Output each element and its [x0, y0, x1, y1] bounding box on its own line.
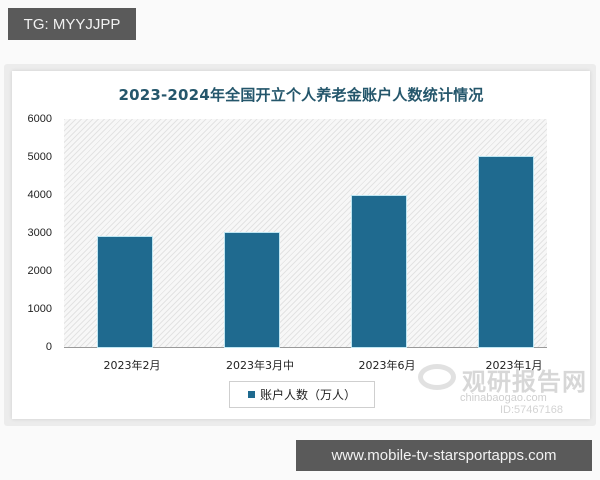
- x-label-0: 2023年2月: [103, 359, 161, 372]
- y-tick-3000: 3000: [27, 227, 52, 239]
- bottom-watermark-tag: www.mobile-tv-starsportapps.com: [296, 440, 592, 471]
- legend-swatch-icon: [247, 391, 255, 398]
- y-tick-0: 0: [45, 341, 52, 353]
- chart-legend: 账户人数（万人）: [229, 381, 375, 408]
- x-label-2: 2023年6月: [358, 359, 416, 372]
- bar-2023-06: [352, 196, 406, 347]
- top-tag-text: TG: MYYJJPP: [23, 15, 121, 33]
- top-watermark-tag: TG: MYYJJPP: [8, 8, 136, 40]
- bar-2023-03: [225, 233, 279, 347]
- chart-card: 2023-2024年全国开立个人养老金账户人数统计情况 6000 5000 40…: [12, 71, 590, 419]
- y-tick-1000: 1000: [27, 303, 52, 315]
- x-label-1: 2023年3月中: [226, 359, 294, 372]
- legend-label: 账户人数（万人）: [259, 388, 356, 402]
- y-tick-5000: 5000: [27, 151, 52, 163]
- bottom-tag-text: www.mobile-tv-starsportapps.com: [331, 447, 557, 464]
- x-label-3: 2023年1月: [485, 359, 543, 372]
- chart-title: 2023-2024年全国开立个人养老金账户人数统计情况: [118, 86, 484, 104]
- y-tick-6000: 6000: [27, 113, 52, 125]
- plot-area: [64, 119, 547, 348]
- y-tick-2000: 2000: [27, 265, 52, 277]
- bar-2023-02: [98, 236, 152, 347]
- y-tick-4000: 4000: [27, 189, 52, 201]
- bar-2023-01: [479, 157, 533, 347]
